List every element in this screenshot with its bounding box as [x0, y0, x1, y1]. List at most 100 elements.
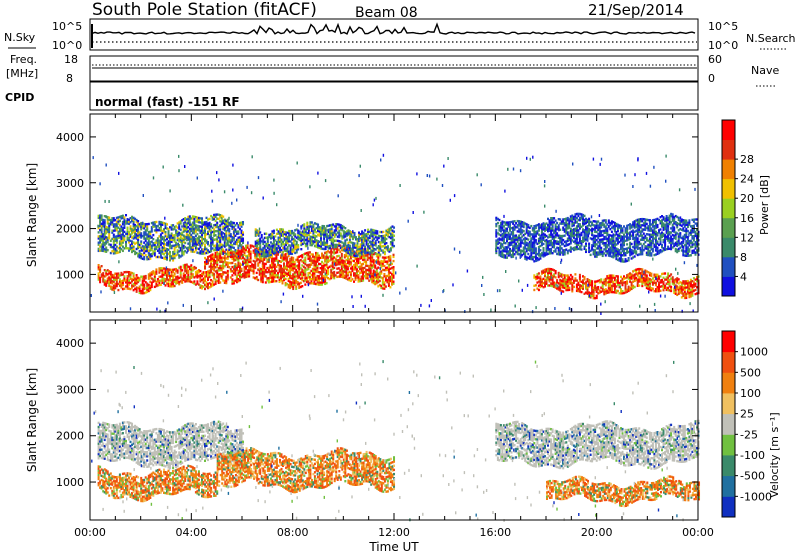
nsky-panel-frame	[89, 18, 699, 51]
echo-cell	[169, 252, 172, 256]
echo-cell	[318, 254, 321, 257]
echo-cell	[254, 262, 257, 265]
echo-cell	[204, 239, 207, 243]
echo-cell	[258, 252, 261, 256]
echo-cell	[201, 217, 204, 220]
echo-cell	[190, 250, 193, 253]
echo-cell	[231, 274, 234, 277]
echo-cell	[118, 274, 121, 277]
echo-cell	[248, 260, 251, 264]
echo-cell	[138, 233, 141, 236]
echo-cell	[245, 246, 248, 250]
echo-cell	[591, 231, 594, 235]
echo-cell	[220, 260, 223, 263]
echo-cell	[163, 277, 166, 281]
echo-cell	[190, 274, 193, 277]
echo-cell	[239, 279, 242, 282]
echo-cell	[245, 255, 248, 258]
echo-cell	[190, 235, 193, 239]
echo-cell	[163, 273, 166, 276]
echo-cell	[118, 246, 121, 249]
echo-cell	[167, 234, 170, 237]
echo-cell	[103, 225, 106, 228]
echo-cell	[164, 284, 167, 287]
echo-cell	[234, 279, 237, 282]
echo-cell	[232, 228, 235, 231]
echo-cell	[495, 225, 498, 228]
echo-cell	[211, 257, 214, 260]
echo-cell	[182, 266, 185, 269]
echo-cell	[155, 272, 158, 275]
freq-label-line1: Freq.	[10, 53, 37, 66]
echo-cell	[201, 242, 204, 245]
echo-cell	[240, 276, 243, 279]
echo-cell	[150, 277, 153, 280]
echo-cell	[231, 246, 234, 249]
echo-cell	[114, 229, 117, 232]
echo-cell	[141, 292, 144, 295]
echo-cell	[210, 262, 213, 265]
echo-cell	[320, 237, 323, 240]
echo-cell	[245, 275, 248, 279]
echo-cell	[242, 237, 245, 240]
echo-cell	[128, 237, 131, 240]
echo-cell	[237, 263, 240, 266]
echo-cell	[173, 250, 176, 253]
echo-cell	[272, 231, 275, 235]
echo-cell	[111, 288, 114, 291]
echo-cell	[522, 225, 525, 229]
echo-cell	[147, 249, 150, 252]
echo-cell	[191, 240, 194, 243]
echo-cell	[137, 234, 140, 237]
echo-cell	[383, 281, 386, 284]
echo-cell	[178, 237, 181, 241]
echo-cell	[225, 219, 228, 223]
echo-cell	[621, 229, 624, 232]
echo-cell	[176, 230, 179, 233]
echo-cell	[301, 256, 304, 259]
echo-cell	[636, 237, 639, 240]
echo-cell	[214, 238, 217, 241]
echo-cell	[263, 273, 266, 276]
echo-cell	[115, 251, 118, 255]
echo-cell	[147, 251, 150, 255]
echo-cell	[164, 235, 167, 238]
echo-cell	[123, 239, 126, 242]
echo-cell	[123, 216, 126, 219]
echo-cell	[197, 227, 200, 230]
echo-cell	[182, 236, 185, 239]
echo-cell	[134, 223, 137, 227]
echo-cell	[208, 282, 211, 285]
echo-cell	[169, 257, 172, 260]
echo-cell	[217, 252, 220, 256]
cpid-label: CPID	[5, 91, 34, 104]
echo-cell	[150, 281, 153, 284]
echo-cell	[143, 283, 146, 286]
echo-cell	[216, 229, 219, 233]
echo-cell	[179, 271, 182, 275]
echo-cell	[264, 262, 267, 266]
echo-cell	[108, 280, 111, 283]
echo-cell	[280, 264, 283, 268]
echo-cell	[163, 236, 166, 239]
echo-cell	[118, 232, 121, 235]
echo-cell	[112, 286, 115, 290]
echo-cell	[158, 249, 161, 253]
echo-cell	[100, 230, 103, 234]
echo-cell	[118, 244, 121, 247]
echo-cell	[141, 257, 144, 260]
echo-cell	[585, 248, 588, 252]
echo-cell	[229, 224, 232, 228]
echo-cell	[509, 223, 512, 226]
echo-cell	[159, 279, 162, 282]
echo-cell	[243, 247, 246, 250]
echo-cell	[231, 255, 234, 258]
echo-cell	[563, 234, 566, 237]
echo-cell	[211, 280, 214, 283]
echo-cell	[152, 252, 155, 255]
echo-cell	[100, 222, 103, 226]
echo-cell	[204, 263, 207, 266]
echo-cell	[147, 253, 150, 257]
echo-cell	[194, 249, 197, 252]
echo-cell	[156, 241, 159, 244]
